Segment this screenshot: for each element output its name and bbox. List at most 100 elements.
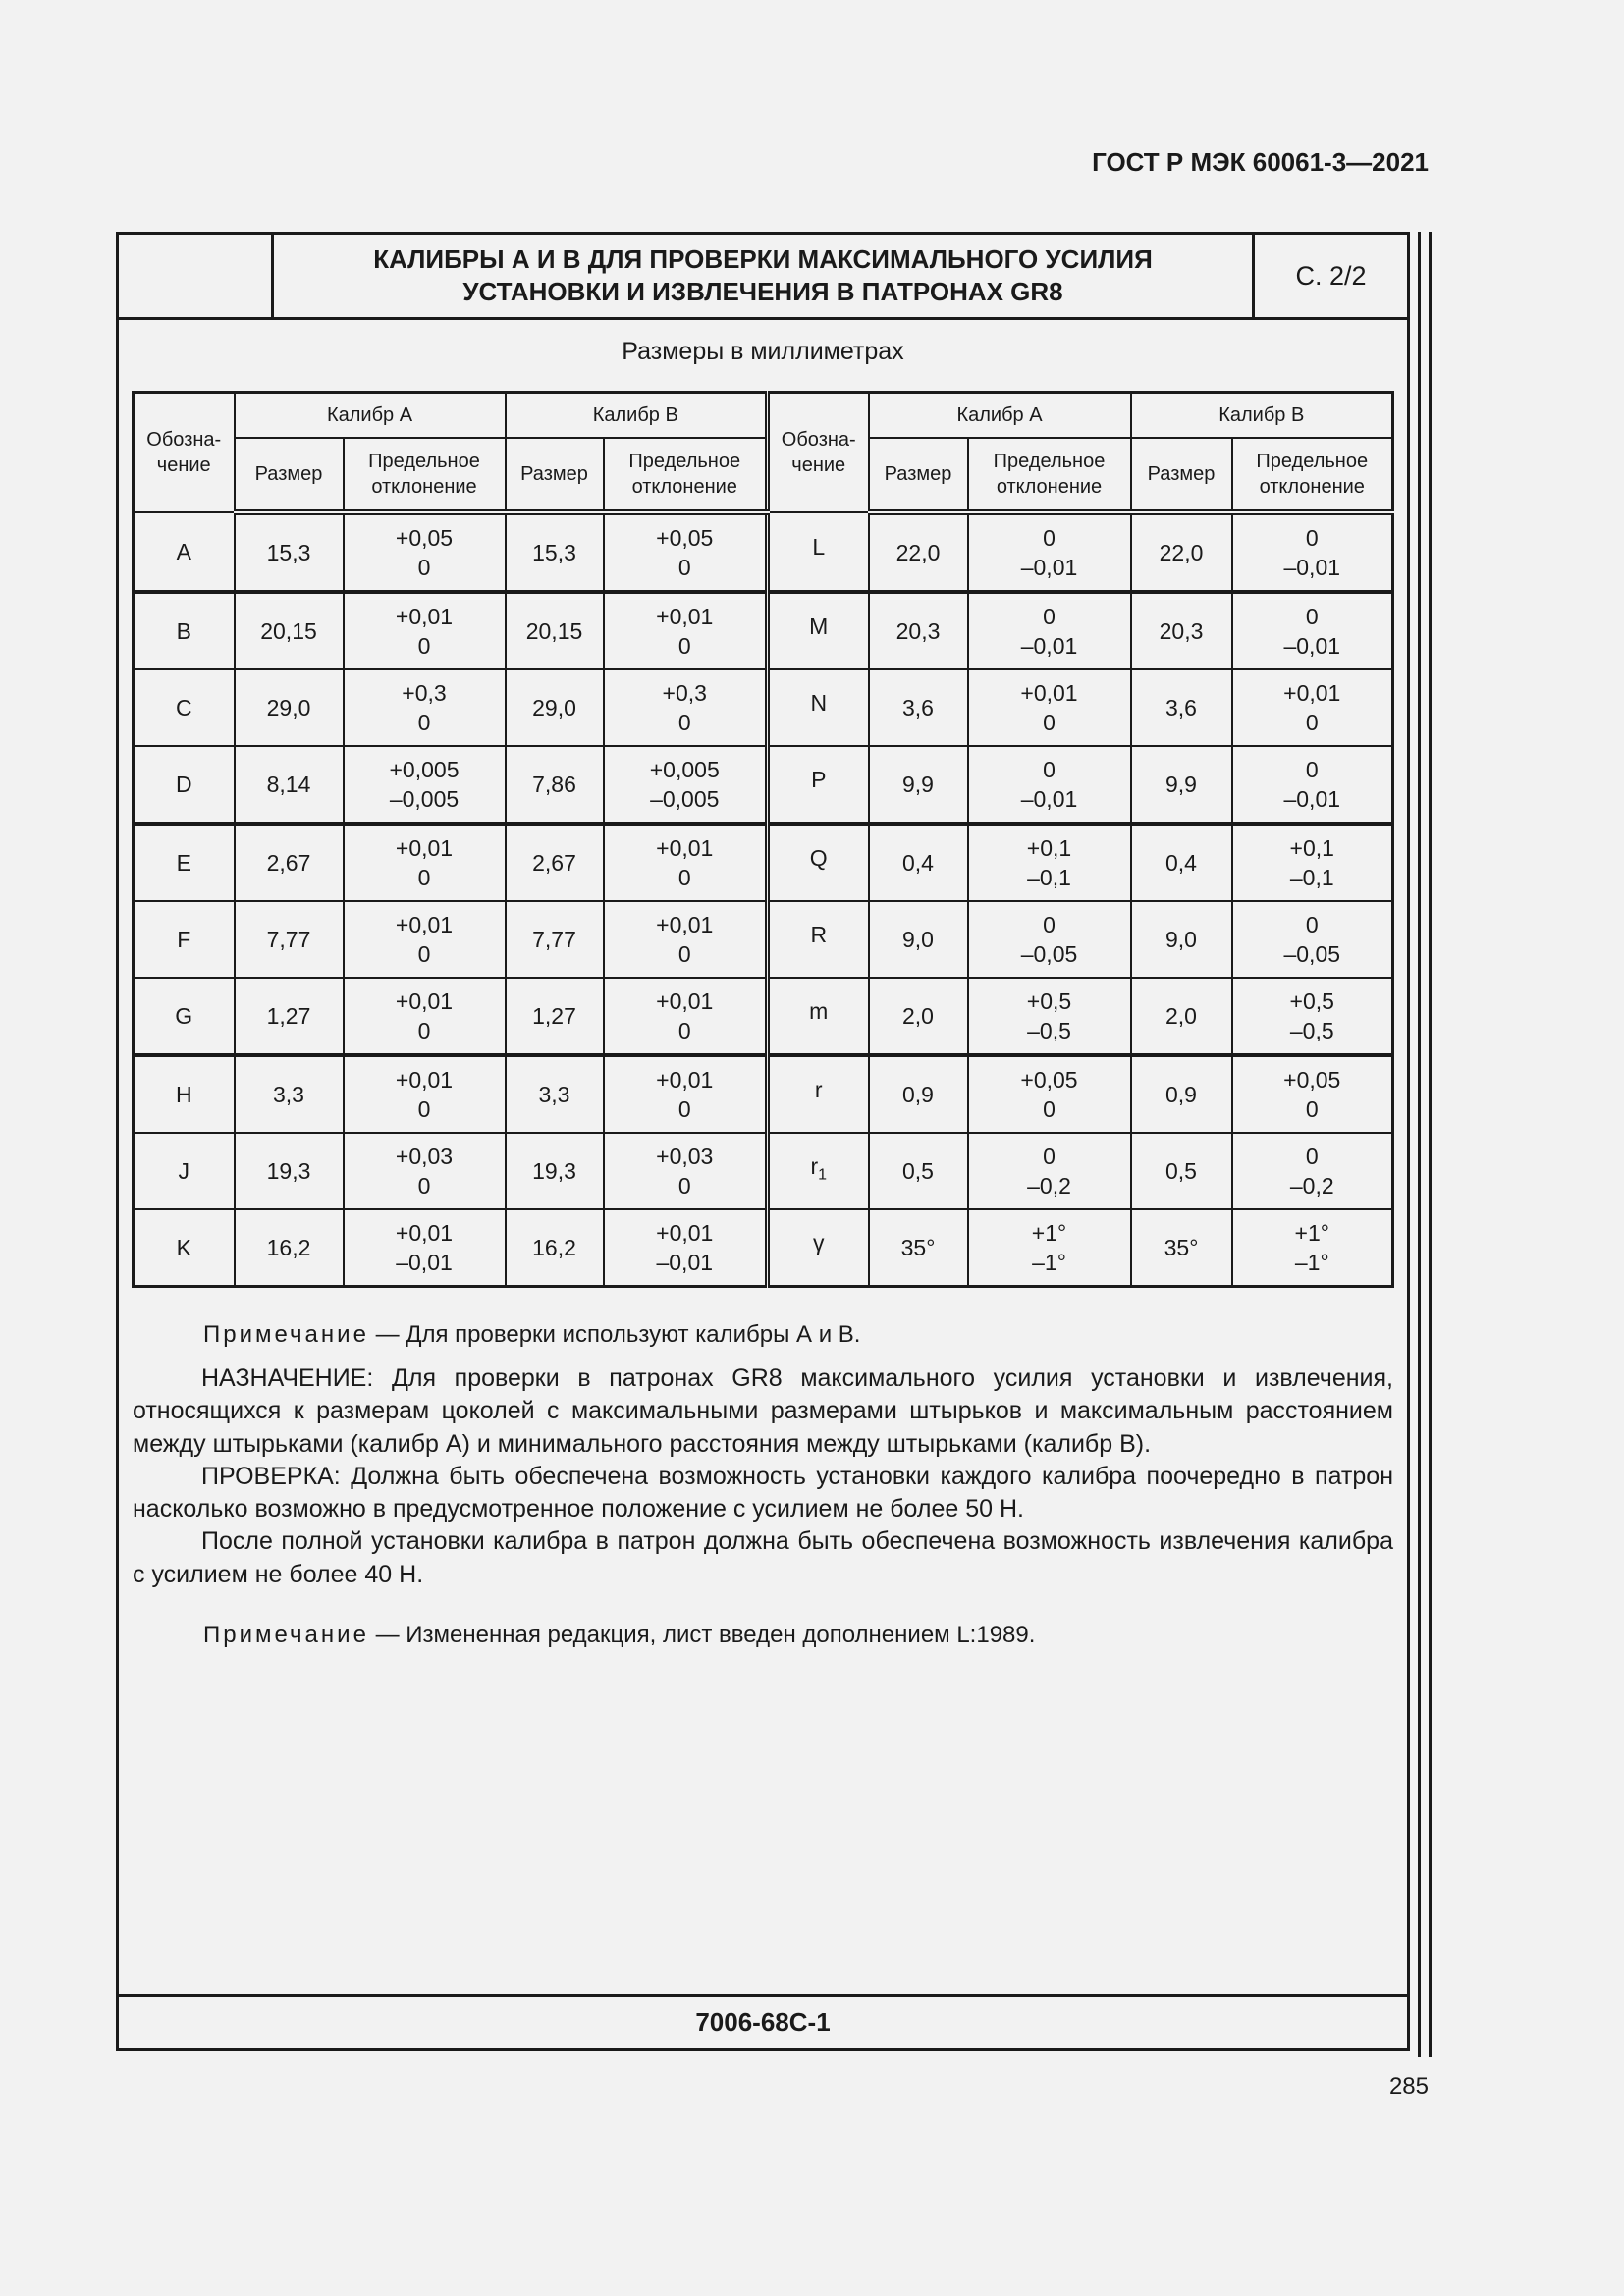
- deviation-cell: +0,5 –0,5: [966, 977, 1132, 1057]
- sheet-page: С. 2/2: [1295, 260, 1367, 291]
- upper-deviation: 0: [1305, 757, 1319, 782]
- designation-cell: H: [132, 1054, 236, 1134]
- size-cell: 0,5: [1129, 1132, 1233, 1210]
- title-line-2: УСТАНОВКИ И ИЗВЛЕЧЕНИЯ В ПАТРОНАХ GR8: [462, 277, 1063, 306]
- table-row: K 16,2 +0,01 –0,01 16,2 +0,01 –0,01 γ 35° +1° –1° 3…: [132, 1208, 1394, 1288]
- size-value: 7,77: [532, 927, 576, 952]
- lower-deviation: –0,5: [1289, 1018, 1334, 1043]
- table-row: F 7,77 +0,01 0 7,77 +0,01 0 R 9,0 0 –0,05 9,0 0 –0,05: [132, 900, 1394, 979]
- size-cell: 3,6: [867, 668, 969, 747]
- header-deviation: Предельное отклонение: [1230, 437, 1394, 515]
- deviation-cell: +0,01 0: [342, 900, 507, 979]
- deviation-cell: 0 –0,01: [966, 511, 1132, 594]
- size-value: 7,77: [266, 927, 311, 952]
- upper-deviation: +0,3: [662, 680, 707, 706]
- lower-deviation: 0: [1043, 710, 1056, 735]
- upper-deviation: +0,01: [395, 1220, 454, 1246]
- deviation-cell: 0 –0,01: [966, 591, 1132, 670]
- note-2: Примечание — Измененная редакция, лист в…: [203, 1622, 1035, 1649]
- designation-cell: C: [132, 668, 236, 747]
- designation: D: [175, 772, 192, 797]
- lower-deviation: 0: [677, 555, 691, 580]
- lower-deviation: 0: [417, 633, 431, 659]
- lower-deviation: –0,01: [1020, 786, 1078, 812]
- note-label: Примечание: [203, 1321, 369, 1348]
- size-value: 22,0: [1159, 540, 1204, 565]
- lower-deviation: 0: [677, 710, 691, 735]
- designation: γ: [813, 1230, 825, 1256]
- size-value: 9,9: [902, 772, 934, 797]
- deviation-cell: +0,005 –0,005: [342, 745, 507, 826]
- size-value: 2,0: [1165, 1003, 1197, 1029]
- size-value: 0,9: [902, 1082, 934, 1107]
- lower-deviation: –0,005: [389, 786, 460, 812]
- size-cell: 3,3: [504, 1054, 605, 1134]
- size-value: 20,15: [525, 618, 583, 644]
- size-cell: 29,0: [233, 668, 345, 747]
- sheet-code: 7006-68С-1: [119, 1994, 1407, 2048]
- upper-deviation: +0,01: [1020, 680, 1078, 706]
- deviation-cell: +0,01 0: [342, 591, 507, 670]
- size-cell: 0,9: [867, 1054, 969, 1134]
- size-value: 2,0: [902, 1003, 934, 1029]
- size-cell: 3,6: [1129, 668, 1233, 747]
- header-deviation: Предельное отклонение: [342, 437, 507, 515]
- size-cell: 19,3: [504, 1132, 605, 1210]
- size-value: 9,0: [1165, 927, 1197, 952]
- lower-deviation: 0: [677, 633, 691, 659]
- deviation-cell: +0,01 0: [1230, 668, 1394, 747]
- size-value: 2,67: [266, 850, 311, 876]
- designation-cell: γ: [766, 1208, 870, 1288]
- designation: Q: [809, 845, 828, 872]
- size-cell: 16,2: [233, 1208, 345, 1288]
- upper-deviation: +0,01: [395, 988, 454, 1014]
- lower-deviation: 0: [417, 1173, 431, 1199]
- designation: B: [176, 618, 191, 644]
- deviation-cell: +0,05 0: [966, 1054, 1132, 1134]
- lower-deviation: –0,2: [1027, 1173, 1071, 1199]
- note-1: Примечание — Для проверки используют кал…: [203, 1321, 860, 1349]
- page-number: 285: [1388, 2073, 1429, 2100]
- designation-cell: K: [132, 1208, 236, 1288]
- lower-deviation: –0,5: [1027, 1018, 1071, 1043]
- upper-deviation: +0,005: [649, 757, 720, 782]
- designation-cell: E: [132, 823, 236, 902]
- size-value: 0,5: [902, 1158, 934, 1184]
- dimensions-table: Обозна-чение Калибр А Калибр В Обозна-че…: [132, 391, 1394, 1288]
- size-cell: 7,86: [504, 745, 605, 826]
- deviation-cell: +0,05 0: [1230, 1054, 1394, 1134]
- upper-deviation: 0: [1043, 1144, 1056, 1169]
- frame-line: [1418, 232, 1421, 2057]
- deviation-cell: 0 –0,05: [1230, 900, 1394, 979]
- designation-cell: L: [766, 511, 870, 594]
- deviation-cell: 0 –0,01: [1230, 511, 1394, 594]
- lower-deviation: –0,01: [396, 1250, 453, 1275]
- header-gauge-b: Калибр В: [504, 391, 770, 439]
- upper-deviation: +1°: [1031, 1220, 1067, 1246]
- size-value: 3,3: [538, 1082, 570, 1107]
- size-cell: 0,9: [1129, 1054, 1233, 1134]
- lower-deviation: –0,2: [1289, 1173, 1334, 1199]
- size-value: 19,3: [266, 1158, 311, 1184]
- size-cell: 0,4: [867, 823, 969, 902]
- upper-deviation: +0,01: [395, 912, 454, 937]
- lower-deviation: –0,01: [1020, 633, 1078, 659]
- lower-deviation: –1°: [1032, 1250, 1066, 1275]
- lower-deviation: –1°: [1294, 1250, 1329, 1275]
- size-cell: 3,3: [233, 1054, 345, 1134]
- deviation-cell: +0,01 0: [602, 900, 770, 979]
- upper-deviation: +0,01: [395, 1067, 454, 1093]
- size-cell: 9,0: [1129, 900, 1233, 979]
- size-value: 0,4: [1165, 850, 1197, 876]
- size-value: 19,3: [532, 1158, 576, 1184]
- units-caption: Размеры в миллиметрах: [622, 338, 904, 365]
- size-value: 3,6: [902, 695, 934, 721]
- upper-deviation: +0,05: [656, 525, 714, 551]
- size-cell: 8,14: [233, 745, 345, 826]
- table-row: H 3,3 +0,01 0 3,3 +0,01 0 r 0,9 +0,05 0 0,9 +0,05 0: [132, 1054, 1394, 1134]
- upper-deviation: +0,1: [1289, 835, 1334, 861]
- upper-deviation: +0,3: [402, 680, 447, 706]
- size-cell: 35°: [867, 1208, 969, 1288]
- designation: J: [178, 1158, 190, 1184]
- designation: G: [175, 1003, 193, 1029]
